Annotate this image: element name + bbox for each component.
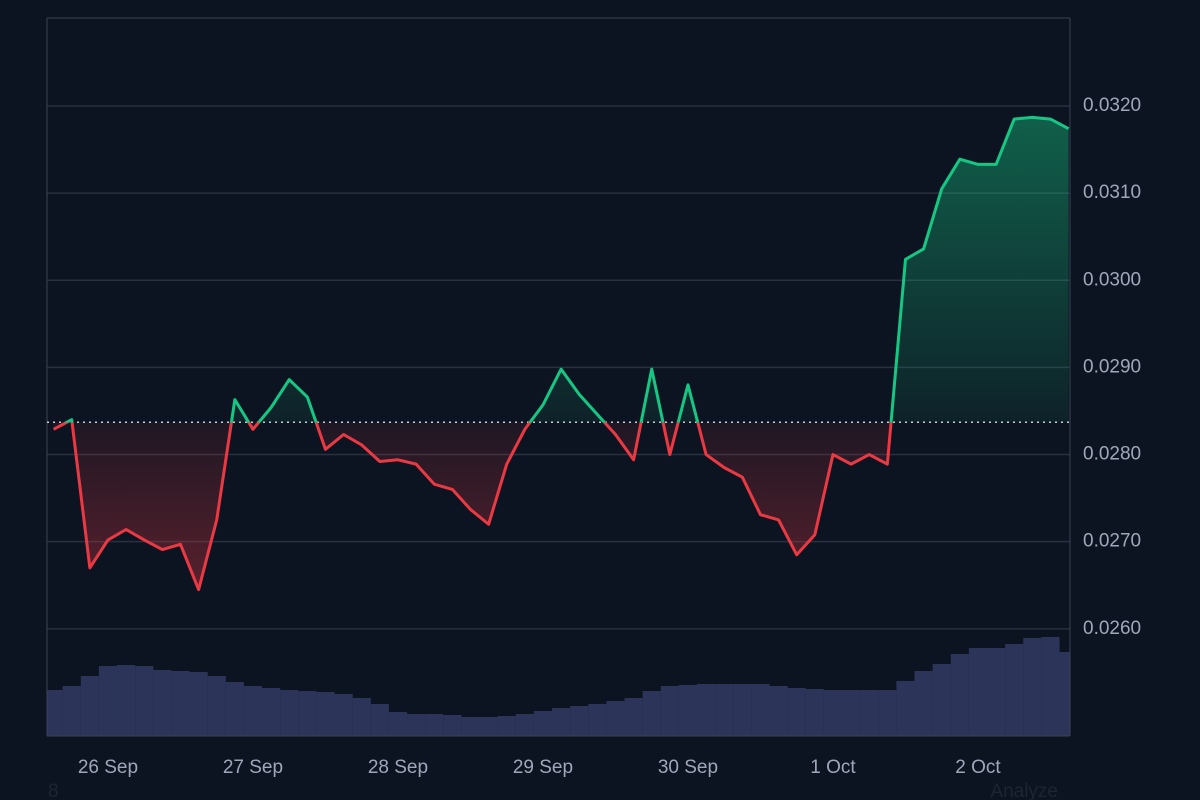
x-tick-label: 26 Sep	[78, 757, 138, 778]
volume-bar	[62, 686, 81, 736]
y-tick-label: 0.0300	[1083, 269, 1141, 290]
volume-bar	[769, 686, 788, 736]
volume-layer	[47, 637, 1070, 736]
volume-bar	[1005, 644, 1024, 736]
volume-bar	[407, 714, 426, 736]
volume-bar	[316, 692, 335, 736]
volume-bar	[950, 654, 969, 736]
y-tick-label: 0.0310	[1083, 182, 1141, 203]
volume-bar	[189, 672, 208, 736]
volume-bar	[678, 685, 698, 736]
volume-bar	[987, 648, 1006, 736]
volume-bar	[443, 715, 462, 736]
volume-bar	[388, 712, 408, 736]
volume-bar	[968, 648, 988, 736]
plot-layer	[47, 115, 1070, 592]
volume-bar	[117, 665, 136, 736]
volume-bar	[352, 698, 371, 736]
volume-bar	[298, 691, 317, 736]
volume-bar	[334, 694, 353, 736]
volume-bar	[243, 686, 263, 736]
volume-bar	[171, 671, 190, 736]
volume-bar	[878, 690, 897, 736]
x-tick-label: 28 Sep	[368, 757, 428, 778]
volume-bar	[733, 684, 752, 736]
volume-bar	[1059, 652, 1070, 736]
price-area	[53, 117, 1069, 590]
volume-bar	[461, 717, 480, 736]
volume-bar	[98, 666, 118, 736]
volume-bar	[715, 684, 734, 736]
volume-bar	[860, 690, 879, 736]
x-tick-label: 30 Sep	[658, 757, 718, 778]
volume-bar	[624, 698, 643, 736]
volume-bar	[552, 708, 571, 736]
volume-bar	[135, 666, 154, 736]
volume-bar	[751, 684, 770, 736]
volume-bar	[787, 688, 806, 736]
volume-bar	[697, 684, 716, 736]
footer-left: 8	[48, 781, 59, 800]
volume-bar	[262, 688, 281, 736]
volume-bar	[80, 676, 99, 736]
x-tick-label: 27 Sep	[223, 757, 283, 778]
volume-bar	[533, 711, 553, 736]
volume-bar	[153, 670, 172, 736]
volume-bar	[896, 681, 915, 736]
volume-bar	[370, 704, 389, 736]
y-tick-label: 0.0280	[1083, 444, 1141, 465]
volume-bar	[842, 690, 861, 736]
volume-bar	[805, 689, 824, 736]
volume-bar	[280, 690, 299, 736]
volume-bar	[1023, 638, 1042, 736]
volume-bar	[642, 691, 661, 736]
volume-bar	[914, 671, 933, 736]
volume-bar	[588, 704, 607, 736]
volume-bar	[932, 664, 951, 736]
volume-bar	[497, 716, 516, 736]
volume-bar	[47, 690, 63, 736]
volume-bar	[207, 676, 226, 736]
volume-bar	[479, 717, 498, 736]
volume-bar	[225, 682, 244, 736]
x-tick-label: 29 Sep	[513, 757, 573, 778]
x-tick-label: 1 Oct	[810, 757, 856, 778]
volume-bar	[1041, 637, 1060, 736]
y-tick-label: 0.0320	[1083, 95, 1141, 116]
volume-bar	[515, 714, 534, 736]
y-tick-label: 0.0270	[1083, 531, 1141, 552]
volume-bar	[425, 714, 444, 736]
volume-bar	[570, 706, 589, 736]
footer-right: Analyze	[990, 781, 1058, 800]
volume-bar	[660, 686, 679, 736]
volume-bar	[823, 690, 843, 736]
price-line	[52, 115, 1070, 592]
volume-bar	[606, 701, 625, 736]
y-tick-label: 0.0260	[1083, 618, 1141, 639]
y-tick-label: 0.0290	[1083, 356, 1141, 377]
grid-layer: 0.0260 0.0270 0.0280 0.0290 0.0300 0.0310 0.03…	[47, 95, 1141, 778]
x-tick-label: 2 Oct	[955, 757, 1001, 778]
